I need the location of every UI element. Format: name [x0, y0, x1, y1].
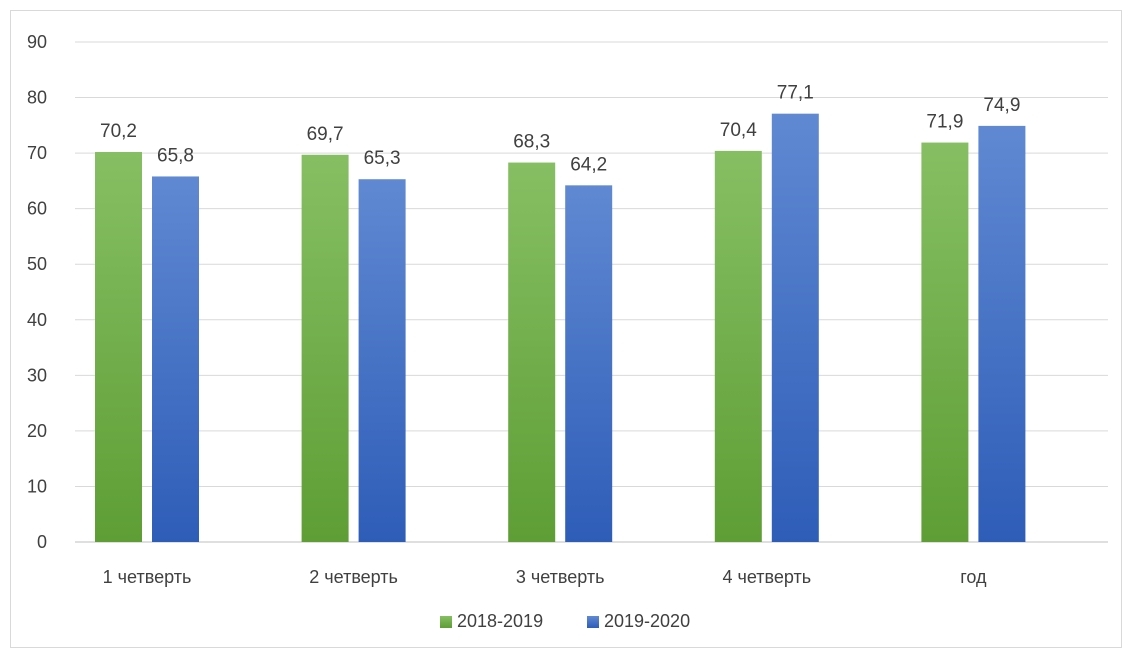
bars — [95, 113, 1026, 543]
bar-2019-2020-год — [978, 125, 1026, 542]
y-tick-label: 40 — [27, 310, 47, 330]
legend: 2018-2019 2019-2020 — [440, 611, 690, 631]
category-label: 2 четверть — [309, 567, 398, 587]
y-axis-tick-labels: 0 10 20 30 40 50 60 70 80 90 — [27, 32, 47, 552]
data-label: 65,8 — [157, 145, 194, 166]
data-label: 65,3 — [364, 148, 401, 169]
y-tick-label: 90 — [27, 32, 47, 52]
y-tick-label: 20 — [27, 421, 47, 441]
legend-swatch — [440, 616, 452, 628]
category-label: 3 четверть — [516, 567, 605, 587]
y-tick-label: 80 — [27, 88, 47, 108]
y-tick-label: 70 — [27, 143, 47, 163]
bar-2018-2019-2 четверть — [301, 154, 349, 542]
category-labels: 1 четверть 2 четверть 3 четверть 4 четверть… — [103, 567, 987, 587]
category-label: 1 четверть — [103, 567, 192, 587]
y-tick-label: 10 — [27, 476, 47, 496]
category-label: год — [960, 567, 987, 587]
bar-2019-2020-4 четверть — [771, 113, 819, 543]
y-tick-label: 50 — [27, 254, 47, 274]
data-label: 70,4 — [720, 120, 757, 141]
legend-label: 2019-2020 — [604, 611, 690, 631]
bar-2019-2020-2 четверть — [358, 179, 406, 542]
data-label: 74,9 — [983, 95, 1020, 116]
y-tick-label: 0 — [37, 532, 47, 552]
data-label: 64,2 — [570, 154, 607, 175]
data-label: 77,1 — [777, 83, 814, 104]
bar-2018-2019-4 четверть — [714, 150, 762, 542]
legend-label: 2018-2019 — [457, 611, 543, 631]
category-label: 4 четверть — [722, 567, 811, 587]
y-tick-label: 60 — [27, 199, 47, 219]
bar-2018-2019-год — [921, 142, 969, 543]
data-label: 71,9 — [926, 112, 963, 133]
y-tick-label: 30 — [27, 365, 47, 385]
data-label: 70,2 — [100, 121, 137, 142]
data-label: 69,7 — [307, 124, 344, 145]
bar-2019-2020-1 четверть — [152, 176, 199, 542]
data-labels: 70,2 65,8 69,7 65,3 68,3 64,2 70,4 77,1 71,9 74,9 — [100, 83, 1020, 176]
bar-2019-2020-3 четверть — [565, 185, 613, 543]
bar-2018-2019-3 четверть — [508, 162, 556, 543]
legend-swatch — [587, 616, 599, 628]
bar-2018-2019-1 четверть — [95, 152, 142, 542]
data-label: 68,3 — [513, 132, 550, 153]
